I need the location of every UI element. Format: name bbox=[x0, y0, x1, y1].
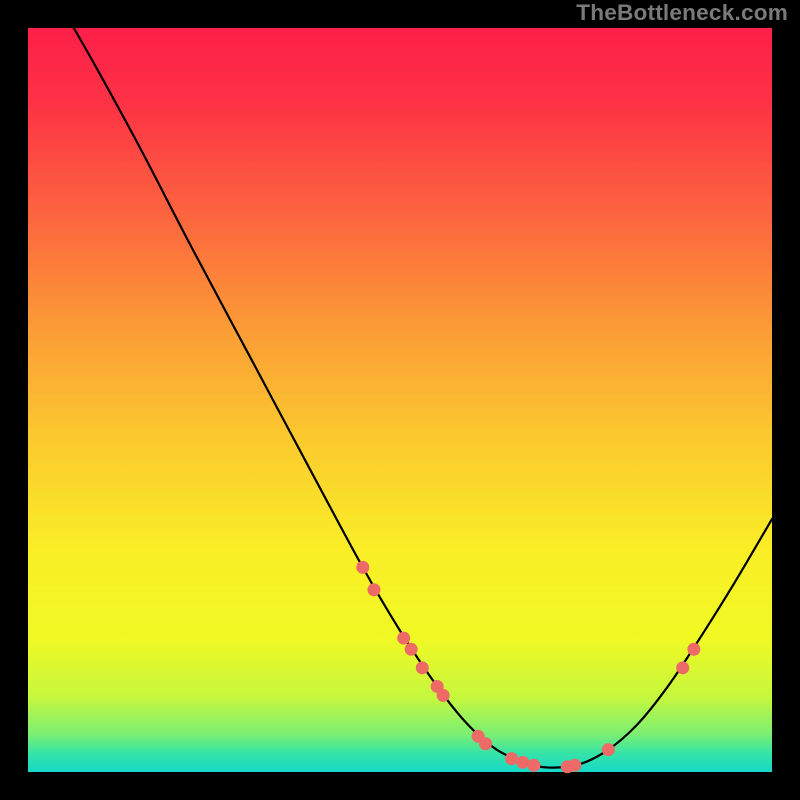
data-marker bbox=[405, 643, 418, 656]
chart-stage: TheBottleneck.com bbox=[0, 0, 800, 800]
data-marker bbox=[416, 661, 429, 674]
data-marker bbox=[356, 561, 369, 574]
data-marker bbox=[367, 583, 380, 596]
bottleneck-chart bbox=[0, 0, 800, 800]
data-marker bbox=[505, 752, 518, 765]
data-marker bbox=[516, 756, 529, 769]
data-marker bbox=[687, 643, 700, 656]
data-marker bbox=[437, 689, 450, 702]
data-marker bbox=[397, 632, 410, 645]
data-marker bbox=[602, 743, 615, 756]
data-marker bbox=[479, 737, 492, 750]
plot-background bbox=[28, 28, 772, 772]
data-marker bbox=[527, 759, 540, 772]
data-marker bbox=[568, 759, 581, 772]
data-marker bbox=[676, 661, 689, 674]
